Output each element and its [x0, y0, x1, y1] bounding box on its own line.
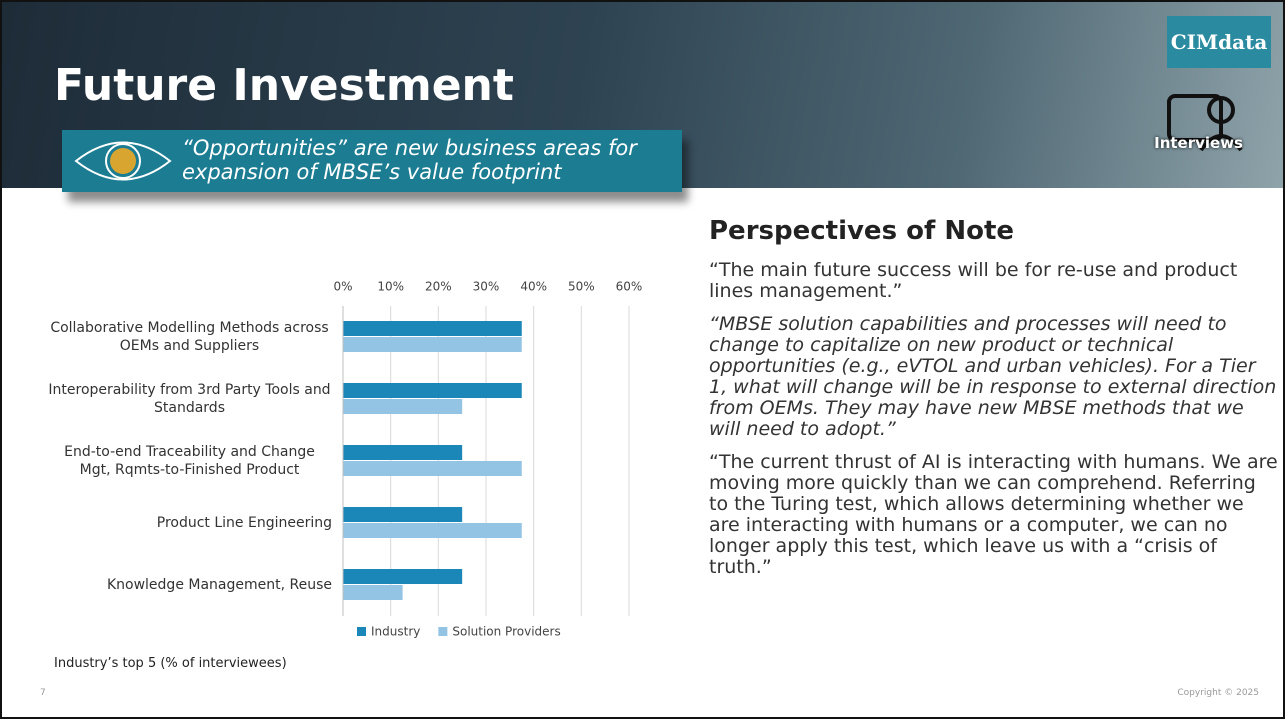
bar: [343, 337, 522, 352]
quotes: “The main future success will be for re-…: [709, 260, 1279, 590]
quote: “MBSE solution capabilities and processe…: [709, 313, 1277, 440]
perspectives-heading: Perspectives of Note: [709, 216, 1015, 246]
page-number: 7: [40, 688, 46, 698]
interviews-icon: [1167, 94, 1243, 152]
bar: [343, 399, 463, 414]
callout-text: “Opportunities” are new business areas f…: [182, 136, 637, 184]
bar: [343, 461, 522, 476]
badge-label: Interviews: [1154, 134, 1243, 152]
x-tick-label: 30%: [473, 280, 500, 294]
category-label: Product Line Engineering: [156, 515, 332, 531]
bar: [343, 523, 522, 538]
legend-label: Solution Providers: [452, 625, 560, 639]
eye-icon: [74, 141, 172, 181]
legend-label: Industry: [371, 625, 420, 639]
category-label: End-to-end Traceability and Change Mgt, …: [64, 444, 315, 478]
callout: “Opportunities” are new business areas f…: [62, 130, 682, 192]
x-tick-label: 40%: [520, 280, 547, 294]
legend-swatch: [357, 627, 366, 636]
copyright: Copyright © 2025: [1177, 688, 1259, 698]
chart-caption: Industry’s top 5 (% of interviewees): [54, 656, 287, 671]
x-tick-label: 0%: [333, 280, 352, 294]
x-tick-label: 60%: [616, 280, 643, 294]
x-tick-label: 10%: [377, 280, 404, 294]
bar: [343, 569, 463, 584]
bar: [343, 383, 522, 398]
x-tick-label: 20%: [425, 280, 452, 294]
logo: CIMdata: [1167, 16, 1271, 68]
category-label: Knowledge Management, Reuse: [106, 577, 332, 593]
chart: 0% 10% 20% 30% 40% 50% 60% Industry Solution Pro…: [333, 280, 643, 639]
bar: [343, 445, 463, 460]
quote: “The current thrust of AI is interacting…: [709, 451, 1278, 578]
bar: [343, 585, 403, 600]
slide-title: Future Investment: [54, 60, 514, 111]
bar: [343, 507, 463, 522]
x-tick-label: 50%: [568, 280, 595, 294]
legend-swatch: [438, 627, 448, 636]
bar: [343, 321, 522, 336]
category-label: Interoperability from 3rd Party Tools an…: [48, 382, 331, 416]
quote: “The main future success will be for re-…: [709, 259, 1238, 302]
category-label: Collaborative Modelling Methods across O…: [50, 320, 329, 354]
